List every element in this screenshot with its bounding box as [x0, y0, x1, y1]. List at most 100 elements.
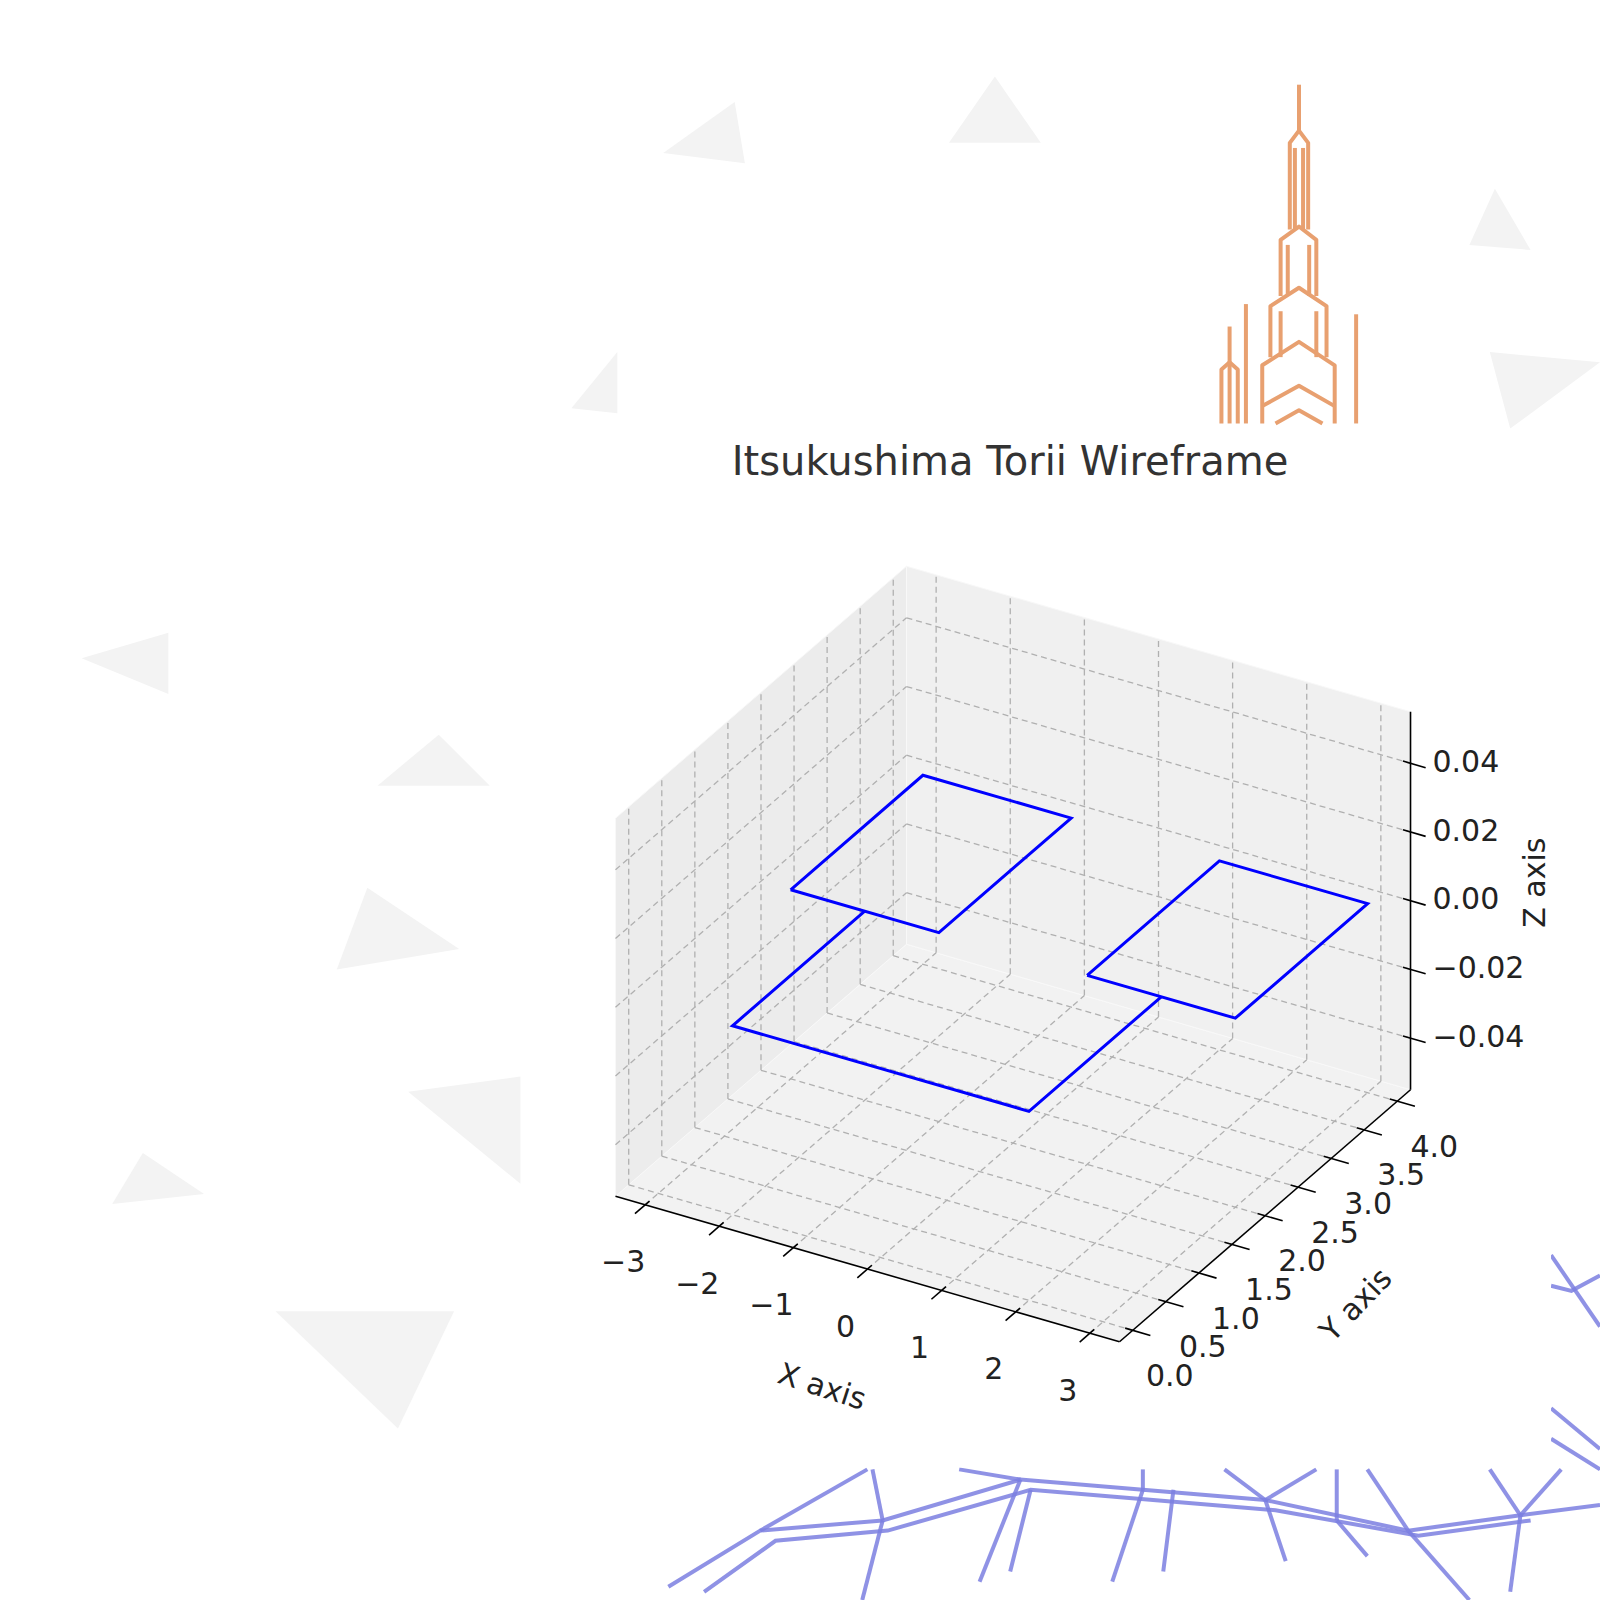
- wireframe-decoration: [1335, 1469, 1339, 1520]
- grid-line: [1306, 682, 1307, 1060]
- y-tick: [1291, 1185, 1316, 1192]
- z-tick-label: 0.02: [1433, 813, 1500, 848]
- wireframe-decoration: [1265, 1500, 1285, 1561]
- pane: [906, 566, 1410, 1090]
- background-triangle: [663, 102, 745, 163]
- y-tick: [1158, 1299, 1183, 1306]
- grid-line: [761, 1070, 1265, 1216]
- y-tick: [1191, 1271, 1216, 1278]
- axes: −3−2−101230.00.51.01.52.02.53.03.54.0−0.…: [601, 712, 1552, 1417]
- background-triangle: [949, 77, 1041, 143]
- background-triangle: [276, 1311, 455, 1428]
- grid-line: [615, 618, 906, 870]
- z-tick: [1403, 830, 1426, 837]
- tower-outline: [1279, 311, 1283, 357]
- wireframe-decoration: [1112, 1490, 1143, 1582]
- wireframe-decoration: [862, 1520, 882, 1600]
- wireframe-line: [791, 775, 1072, 932]
- wireframe-decoration: [1010, 1490, 1030, 1572]
- grid-line: [1016, 1060, 1307, 1312]
- wireframe-decoration: [1224, 1469, 1265, 1500]
- grid-line: [615, 893, 906, 1145]
- x-tick-label: 1: [910, 1330, 929, 1365]
- x-tick-label: −2: [675, 1266, 719, 1301]
- wireframe-decoration: [668, 1480, 1600, 1587]
- y-tick: [1224, 1242, 1249, 1249]
- x-tick: [709, 1222, 724, 1235]
- wireframe-decoration: [1551, 1439, 1600, 1470]
- x-tick-label: −1: [749, 1287, 793, 1322]
- wireframe-line: [1087, 861, 1368, 1018]
- tower-outline: [1262, 386, 1334, 406]
- grid-line: [628, 807, 629, 1185]
- wireframe-decoration: [1163, 1490, 1173, 1572]
- wireframe-decoration: [1490, 1469, 1521, 1515]
- y-tick-label: 4.0: [1410, 1129, 1458, 1164]
- x-tick-label: 0: [836, 1309, 855, 1344]
- grid-line: [615, 755, 906, 1007]
- y-tick: [1390, 1099, 1415, 1106]
- wireframe-line: [732, 911, 1161, 1111]
- tower-outline: [1262, 342, 1334, 424]
- x-tick: [635, 1201, 650, 1214]
- grid-line: [906, 755, 1410, 901]
- decoration: [82, 77, 1600, 1600]
- z-tick-label: −0.02: [1433, 950, 1525, 985]
- tower-outline: [1276, 410, 1323, 423]
- tower-outline: [1244, 304, 1248, 423]
- background-triangle: [1469, 189, 1530, 250]
- z-tick-label: 0.04: [1433, 744, 1500, 779]
- background-triangle: [378, 735, 490, 786]
- grid-line: [727, 721, 728, 1099]
- y-tick: [1324, 1156, 1349, 1163]
- tower-outline: [1301, 148, 1305, 230]
- grid-line: [827, 1013, 1331, 1159]
- background-triangle: [571, 352, 617, 413]
- chart-background: [587, 429, 1551, 1468]
- background-triangle: [1490, 352, 1600, 429]
- y-tick: [1125, 1328, 1150, 1335]
- tower-outline: [1293, 148, 1297, 230]
- chart-title: Itsukushima Torii Wireframe: [732, 438, 1289, 484]
- grid-line: [1232, 660, 1233, 1038]
- wireframe-decoration: [1551, 1276, 1600, 1291]
- tower-outline: [1281, 227, 1317, 296]
- z-axis-title: Z axis: [1517, 838, 1552, 928]
- z-tick: [1403, 899, 1426, 906]
- wireframe-decoration: [1265, 1469, 1316, 1500]
- wireframe-decoration: [760, 1469, 867, 1530]
- tower-outline: [1286, 245, 1290, 296]
- grid-line: [794, 1042, 1298, 1188]
- y-tick: [1357, 1128, 1382, 1135]
- tower-outline: [1307, 245, 1311, 296]
- x-tick-label: −3: [601, 1244, 645, 1279]
- tower-outline: [1354, 314, 1358, 423]
- x-tick: [1006, 1308, 1021, 1321]
- grid-line: [695, 1128, 1199, 1274]
- grid-line: [893, 956, 1397, 1102]
- plot-area: [732, 775, 1367, 1111]
- grid-line: [906, 687, 1410, 833]
- x-tick: [1080, 1329, 1095, 1342]
- tower-outline: [1221, 362, 1237, 423]
- z-tick-label: 0.00: [1433, 881, 1500, 916]
- wireframe-decoration: [704, 1490, 1531, 1592]
- grid-line: [906, 618, 1410, 764]
- chart-svg: −3−2−101230.00.51.01.52.02.53.03.54.0−0.…: [0, 0, 1600, 1600]
- grid-line: [662, 1156, 1166, 1302]
- tower-outline: [1297, 85, 1301, 133]
- x-tick: [931, 1287, 946, 1300]
- tower-outline: [1290, 131, 1308, 230]
- z-tick: [1403, 761, 1426, 768]
- tower-outline: [1228, 327, 1232, 424]
- grid-line: [719, 974, 1010, 1226]
- grid-line: [629, 1185, 1133, 1331]
- wireframe-decoration: [1141, 1469, 1145, 1489]
- z-tick: [1403, 1036, 1426, 1043]
- y-axis-title: Y axis: [1312, 1261, 1399, 1349]
- wireframe-decoration: [1337, 1520, 1368, 1556]
- wireframe-decoration: [1520, 1469, 1561, 1515]
- grid-line: [1010, 596, 1011, 974]
- grid-line: [860, 984, 1364, 1129]
- panes: [615, 566, 1410, 1342]
